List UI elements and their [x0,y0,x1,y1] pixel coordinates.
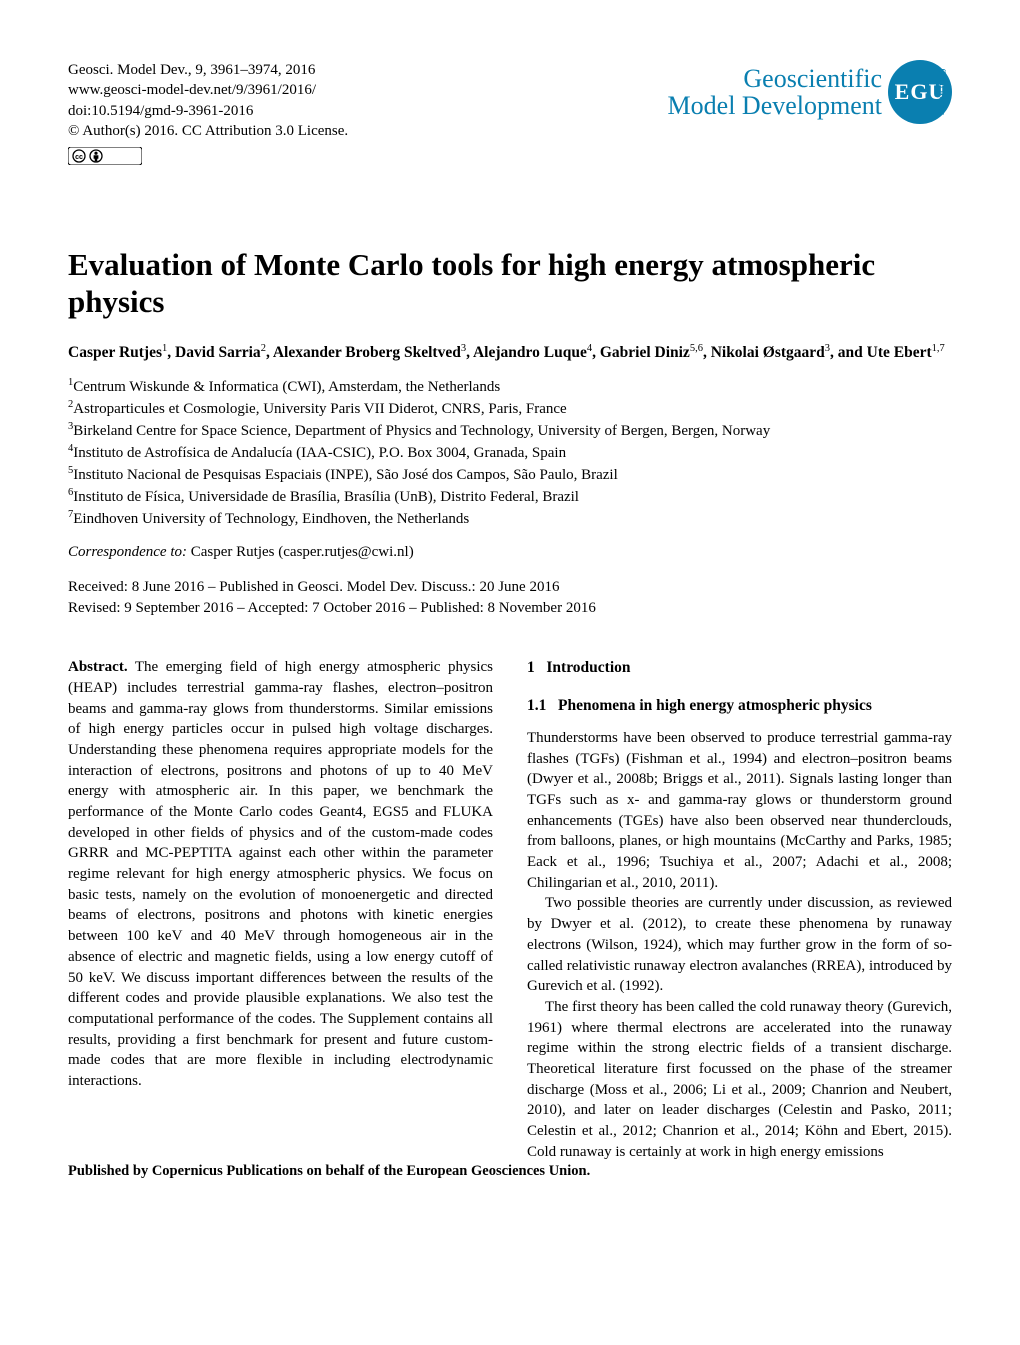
paper-title: Evaluation of Monte Carlo tools for high… [68,247,952,320]
affiliation: 5Instituto Nacional de Pesquisas Espacia… [68,464,952,486]
section-heading: 1 Introduction [527,657,952,678]
body-paragraph: Thunderstorms have been observed to prod… [527,728,952,894]
authors-list: Casper Rutjes1, David Sarria2, Alexander… [68,342,952,364]
svg-text:cc: cc [75,154,83,161]
journal-url: www.geosci-model-dev.net/9/3961/2016/ [68,80,348,100]
correspondence-text: Casper Rutjes (casper.rutjes@cwi.nl) [187,544,414,560]
affiliation: 4Instituto de Astrofísica de Andalucía (… [68,442,952,464]
journal-copyright: © Author(s) 2016. CC Attribution 3.0 Lic… [68,121,348,141]
publication-dates: Received: 8 June 2016 – Published in Geo… [68,577,952,619]
journal-citation: Geosci. Model Dev., 9, 3961–3974, 2016 [68,60,348,80]
publisher-footer: Published by Copernicus Publications on … [68,1163,590,1180]
abstract: Abstract. The emerging field of high ene… [68,657,493,1091]
subsection-heading: 1.1 Phenomena in high energy atmospheric… [527,695,952,716]
body-paragraph: Two possible theories are currently unde… [527,893,952,996]
dates-line1: Received: 8 June 2016 – Published in Geo… [68,577,952,598]
dates-line2: Revised: 9 September 2016 – Accepted: 7 … [68,598,952,619]
affiliations-list: 1Centrum Wiskunde & Informatica (CWI), A… [68,376,952,530]
section-number: 1 [527,659,535,676]
right-column: 1 Introduction 1.1 Phenomena in high ene… [527,657,952,1162]
subsection-title: Phenomena in high energy atmospheric phy… [558,697,872,714]
affiliation: 3Birkeland Centre for Space Science, Dep… [68,420,952,442]
correspondence-label: Correspondence to: [68,544,187,560]
subsection-number: 1.1 [527,697,546,714]
left-column: Abstract. The emerging field of high ene… [68,657,493,1162]
logo-line2: Model Development [668,92,882,119]
body-paragraph: The first theory has been called the col… [527,997,952,1163]
open-access-label: Open Access [938,69,948,116]
journal-doi: doi:10.5194/gmd-9-3961-2016 [68,101,348,121]
affiliation: 2Astroparticules et Cosmologie, Universi… [68,398,952,420]
section-title: Introduction [546,659,630,676]
abstract-label: Abstract. [68,659,128,675]
correspondence: Correspondence to: Casper Rutjes (casper… [68,544,952,561]
cc-by-icon: cc [68,147,348,165]
affiliation: 7Eindhoven University of Technology, Ein… [68,508,952,530]
abstract-text: The emerging field of high energy atmosp… [68,659,493,1089]
logo-line1: Geoscientific [668,65,882,92]
journal-logo: Geoscientific Model Development EGU Open… [668,60,952,124]
affiliation: 6Instituto de Física, Universidade de Br… [68,486,952,508]
affiliation: 1Centrum Wiskunde & Informatica (CWI), A… [68,376,952,398]
